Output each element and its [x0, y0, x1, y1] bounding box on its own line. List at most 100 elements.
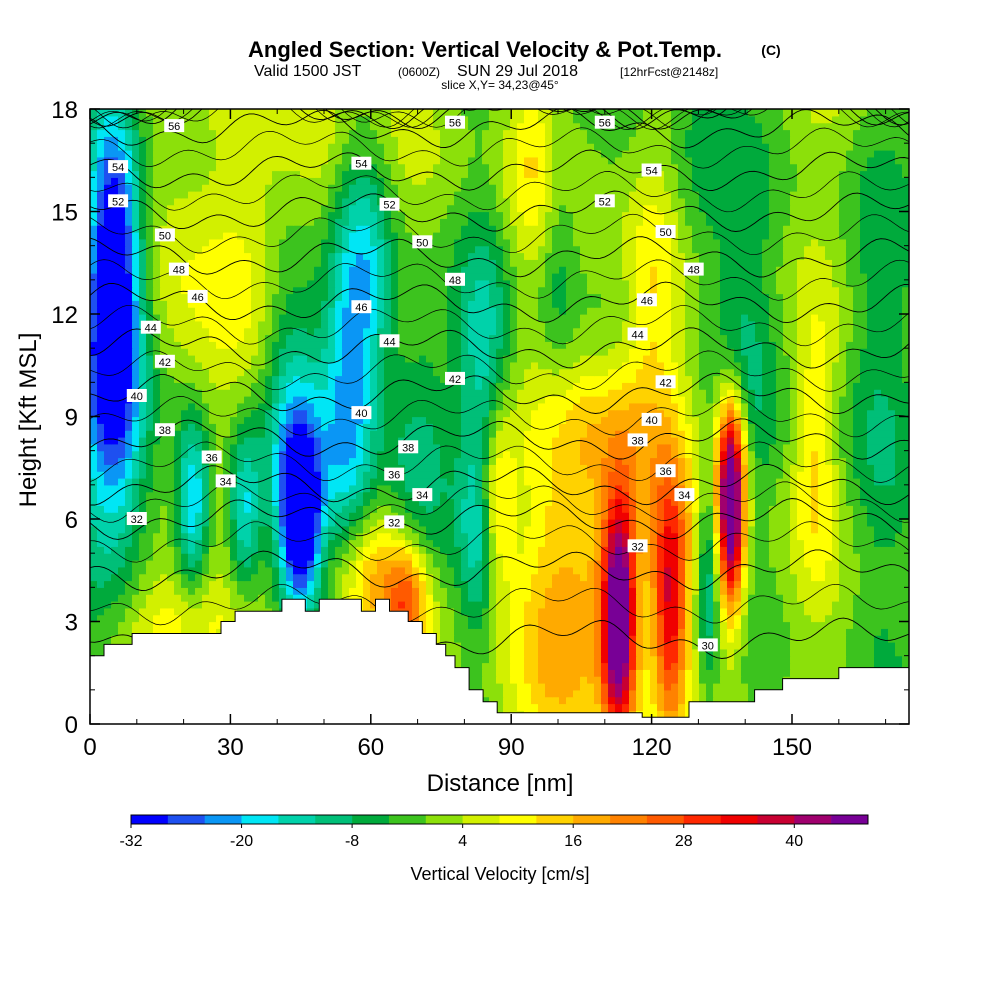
field-cell — [475, 478, 483, 486]
field-cell — [314, 519, 322, 527]
field-cell — [216, 560, 224, 568]
field-cell — [398, 498, 406, 506]
field-cell — [489, 539, 497, 547]
field-cell — [867, 655, 875, 664]
field-cell — [272, 553, 280, 561]
field-cell — [391, 546, 399, 554]
field-cell — [580, 443, 588, 452]
field-cell — [657, 655, 665, 664]
field-cell — [538, 437, 546, 445]
field-cell — [643, 594, 651, 602]
field-cell — [706, 553, 714, 561]
field-cell — [692, 601, 700, 609]
field-cell — [671, 689, 679, 698]
field-cell — [671, 443, 679, 452]
field-cell — [503, 580, 511, 588]
field-cell — [825, 464, 833, 472]
field-cell — [230, 457, 238, 465]
field-cell — [195, 443, 203, 452]
field-cell — [881, 621, 889, 629]
field-cell — [776, 450, 784, 459]
field-cell — [664, 437, 672, 445]
field-cell — [783, 437, 791, 445]
field-cell — [111, 484, 119, 493]
field-cell — [384, 594, 392, 602]
field-cell — [300, 450, 308, 459]
field-cell — [853, 546, 861, 554]
field-cell — [734, 566, 742, 575]
field-cell — [391, 594, 399, 602]
field-cell — [587, 621, 595, 629]
field-cell — [867, 505, 875, 513]
field-cell — [363, 560, 371, 568]
field-cell — [699, 628, 707, 636]
field-cell — [433, 532, 441, 541]
field-cell — [342, 443, 350, 452]
field-cell — [454, 635, 462, 643]
field-cell — [209, 594, 217, 602]
field-cell — [762, 607, 770, 616]
field-cell — [832, 573, 840, 582]
field-cell — [881, 498, 889, 506]
field-cell — [538, 450, 546, 459]
field-cell — [216, 566, 224, 575]
field-cell — [580, 655, 588, 664]
field-cell — [902, 614, 909, 623]
field-cell — [573, 642, 581, 650]
field-cell — [699, 471, 707, 479]
field-cell — [839, 512, 847, 520]
field-cell — [825, 662, 833, 670]
field-cell — [314, 546, 322, 554]
field-cell — [678, 464, 686, 472]
field-cell — [608, 566, 616, 575]
field-cell — [447, 437, 455, 445]
field-cell — [461, 512, 469, 520]
field-cell — [692, 478, 700, 486]
field-cell — [615, 457, 623, 465]
field-cell — [160, 478, 168, 486]
field-cell — [503, 683, 511, 691]
field-cell — [118, 587, 126, 595]
field-cell — [321, 519, 329, 527]
field-cell — [601, 642, 609, 650]
field-cell — [356, 553, 364, 561]
field-cell — [678, 443, 686, 452]
field-cell — [286, 587, 294, 595]
field-cell — [307, 587, 315, 595]
field-cell — [384, 498, 392, 506]
field-cell — [160, 628, 168, 636]
field-cell — [741, 580, 749, 588]
field-cell — [573, 655, 581, 664]
field-cell — [90, 566, 98, 575]
field-cell — [111, 614, 119, 623]
field-cell — [622, 601, 630, 609]
field-cell — [538, 505, 546, 513]
field-cell — [279, 587, 287, 595]
field-cell — [601, 601, 609, 609]
field-cell — [755, 662, 763, 670]
field-cell — [461, 580, 469, 588]
field-cell — [671, 635, 679, 643]
field-cell — [510, 525, 518, 534]
field-cell — [713, 566, 721, 575]
field-cell — [97, 621, 105, 629]
field-cell — [720, 648, 728, 657]
field-cell — [538, 430, 546, 438]
field-cell — [853, 635, 861, 643]
field-cell — [692, 662, 700, 670]
field-cell — [258, 430, 266, 438]
field-cell — [328, 464, 336, 472]
field-cell — [734, 642, 742, 650]
field-cell — [279, 450, 287, 459]
field-cell — [860, 478, 868, 486]
field-cell — [447, 607, 455, 616]
field-cell — [832, 621, 840, 629]
field-cell — [559, 628, 567, 636]
field-cell — [272, 532, 280, 541]
field-cell — [405, 594, 413, 602]
field-cell — [734, 628, 742, 636]
field-cell — [496, 676, 504, 684]
field-cell — [804, 594, 812, 602]
field-cell — [643, 498, 651, 506]
